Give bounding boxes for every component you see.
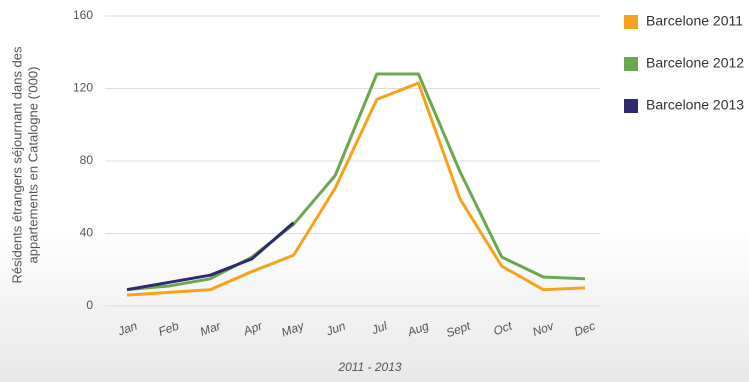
x-tick-label: Apr [241,318,265,338]
legend-swatch [624,57,638,71]
series-line [126,81,586,297]
series-line [126,72,586,292]
x-tick-label: Jul [369,319,389,338]
y-tick-label: 0 [86,298,93,312]
series-line [126,221,295,292]
y-axis-title: Résidents étrangers séjournant dans des … [9,46,40,284]
y-axis-title-line: Résidents étrangers séjournant dans des [9,46,24,284]
x-tick-label: Jun [323,319,347,339]
y-tick-label: 160 [73,8,93,22]
y-tick-label: 80 [80,153,94,167]
x-axis-title: 2011 - 2013 [337,360,401,374]
x-tick-label: Feb [157,319,182,339]
legend-swatch [624,99,638,113]
x-tick-label: Dec [572,319,597,339]
legend-label: Barcelone 2012 [646,55,744,71]
x-tick-label: Oct [492,318,515,338]
y-tick-label: 120 [73,81,93,95]
x-tick-label: Mar [198,318,223,339]
x-tick-label: Jan [115,319,139,339]
legend-label: Barcelone 2013 [646,97,744,113]
legend-swatch [624,15,638,29]
y-axis-title-line: appartements en Catalogne ('000) [25,67,40,264]
legend-label: Barcelone 2011 [646,13,743,29]
y-tick-label: 40 [80,226,94,240]
